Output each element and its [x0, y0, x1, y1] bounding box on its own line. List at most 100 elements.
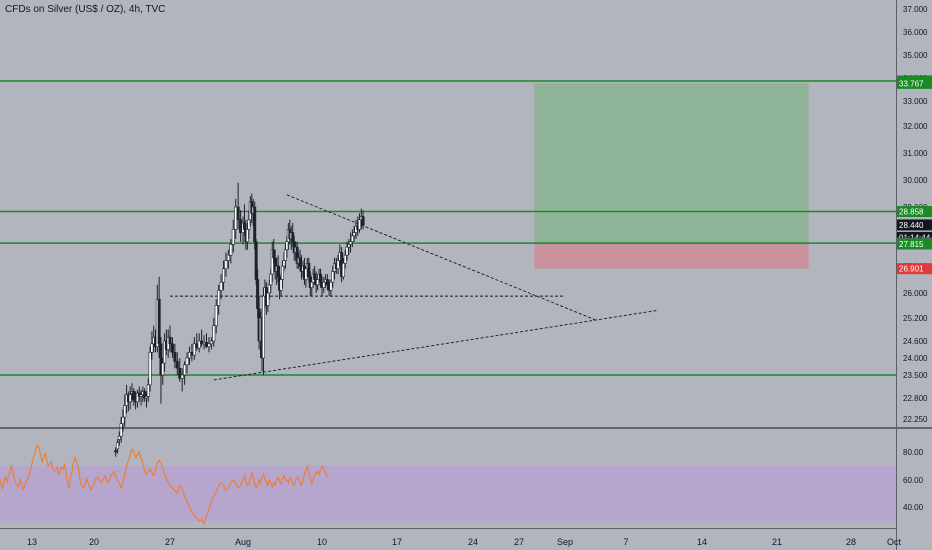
- time-tick-label: 28: [846, 537, 856, 547]
- candle-body: [298, 257, 302, 267]
- position-zones[interactable]: [534, 83, 809, 269]
- candle: [183, 361, 187, 385]
- candle-body: [256, 279, 260, 309]
- candle-body: [132, 391, 136, 401]
- price-tick-label: 32.000: [903, 122, 928, 131]
- candle-body: [347, 244, 351, 248]
- candle-body: [226, 254, 230, 261]
- candle-body: [341, 262, 345, 278]
- candle-body: [170, 343, 174, 353]
- candle: [170, 337, 174, 358]
- price-label-text: 33.767: [899, 79, 924, 88]
- candle: [209, 337, 213, 350]
- price-tick-label: 24.600: [903, 337, 928, 346]
- chart-title: CFDs on Silver (US$ / OZ), 4h, TVC: [5, 4, 166, 15]
- candle: [128, 386, 132, 410]
- candle-body: [135, 392, 139, 403]
- price-label-bg: [897, 238, 932, 250]
- candle: [231, 219, 235, 253]
- candle-body: [224, 260, 228, 270]
- price-tick-label: 22.250: [903, 415, 928, 424]
- price-label-text: 27.815: [899, 240, 924, 249]
- candle: [175, 352, 179, 375]
- candle-body: [163, 340, 167, 364]
- candle: [325, 274, 329, 291]
- candle: [192, 337, 196, 360]
- candle: [236, 182, 240, 230]
- candle-body: [159, 343, 163, 376]
- price-label-text: 28.858: [899, 208, 924, 217]
- trendlines[interactable]: [170, 194, 659, 381]
- candle-body: [283, 249, 287, 261]
- candle-body: [173, 352, 177, 362]
- price-tick-label: 26.000: [903, 289, 928, 298]
- candle: [135, 389, 139, 408]
- candle-body: [313, 273, 317, 280]
- candle-body: [116, 442, 120, 450]
- time-tick-label: 21: [772, 537, 782, 547]
- time-tick-label: 17: [392, 537, 402, 547]
- candle: [217, 284, 221, 315]
- time-tick-label: Aug: [235, 537, 251, 547]
- rsi-band: [0, 466, 896, 521]
- candle: [157, 276, 161, 358]
- candle: [336, 255, 340, 275]
- candle-body: [352, 232, 356, 237]
- candle: [222, 260, 226, 291]
- time-tick-label: 14: [697, 537, 707, 547]
- candle: [331, 266, 335, 288]
- candle-body: [236, 206, 240, 221]
- candle: [178, 358, 182, 382]
- rsi-line: [0, 444, 328, 526]
- candle-body: [150, 343, 154, 353]
- time-tick-label: 27: [514, 537, 524, 547]
- candle-body: [266, 292, 270, 306]
- candle-body: [319, 273, 323, 283]
- price-label: 27.815: [897, 238, 932, 250]
- candle: [350, 229, 354, 248]
- time-tick-label: Sep: [557, 537, 573, 547]
- candle-body: [195, 343, 199, 349]
- price-labels: 33.87033.76728.85828.44001:14:4427.84927…: [897, 75, 932, 275]
- rsi-band-fill: [0, 466, 896, 521]
- candle: [132, 388, 136, 406]
- candle: [185, 352, 189, 374]
- candle: [349, 232, 353, 253]
- candle: [159, 337, 163, 404]
- candle: [148, 346, 152, 392]
- candle-body: [261, 295, 265, 359]
- candle-body: [280, 265, 284, 280]
- price-label-bg: [897, 231, 932, 243]
- candle: [139, 389, 143, 406]
- price-tick-label: 23.500: [903, 371, 928, 380]
- candle-body: [192, 343, 196, 356]
- candle: [143, 388, 147, 402]
- price-tick-label: 24.000: [903, 354, 928, 363]
- candle: [214, 299, 218, 334]
- candle: [197, 333, 201, 353]
- candle-body: [219, 281, 223, 291]
- candle-body: [229, 244, 233, 256]
- candle: [161, 358, 165, 385]
- candle-body: [329, 281, 333, 291]
- candle-body: [148, 352, 152, 386]
- price-label: 26.901: [897, 263, 932, 275]
- candle-body: [119, 423, 123, 437]
- candle: [361, 210, 365, 230]
- candle-body: [161, 362, 165, 376]
- candle-body: [128, 394, 132, 403]
- stop-zone: [534, 243, 809, 269]
- candle-body: [331, 271, 335, 283]
- candle-body: [123, 405, 127, 418]
- candle-body: [175, 361, 179, 369]
- candle: [229, 239, 233, 264]
- price-tick-label: 22.800: [903, 394, 928, 403]
- candle-body: [253, 206, 257, 243]
- candle-body: [212, 325, 216, 342]
- candle-body: [146, 384, 150, 397]
- price-label-bg: [897, 77, 932, 89]
- candle-body: [222, 268, 226, 283]
- candle-body: [197, 340, 201, 349]
- candle-body: [117, 435, 121, 440]
